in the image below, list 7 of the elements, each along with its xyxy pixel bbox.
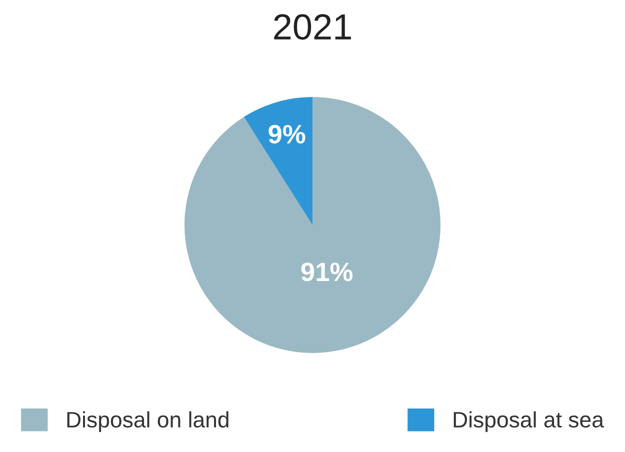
chart-title: 2021 [274,14,351,40]
legend-label: Disposal on land [67,411,228,432]
pie-slice [244,97,312,225]
pie-slice [184,97,440,353]
data-label: 9% [268,124,306,144]
data-label: 91% [301,262,352,282]
legend-label: Disposal at sea [454,411,604,432]
